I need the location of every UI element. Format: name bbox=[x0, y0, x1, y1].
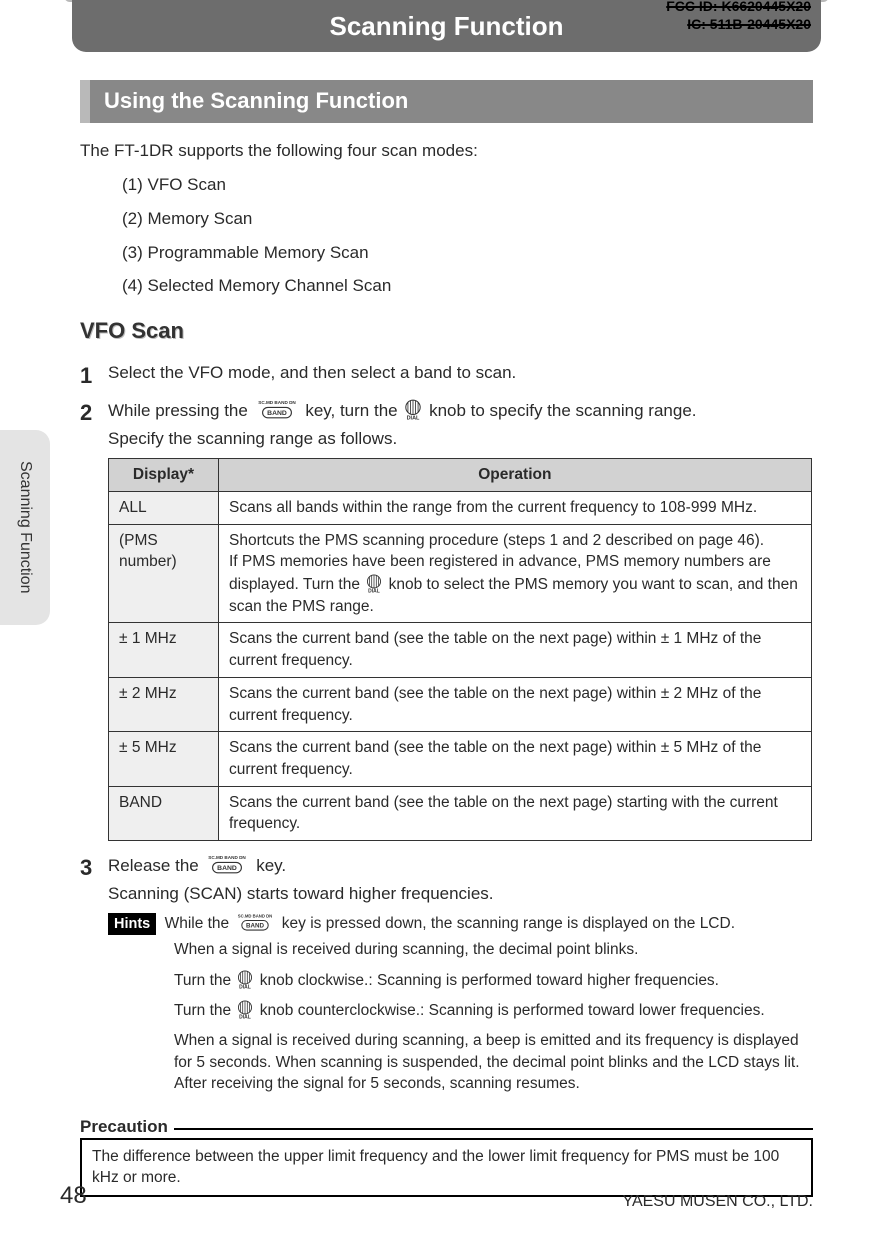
step-number: 1 bbox=[80, 361, 108, 392]
hint-paragraph: When a signal is received during scannin… bbox=[174, 1030, 813, 1095]
text: key, turn the bbox=[305, 401, 402, 420]
fcc-id: FCC ID: K6620445X20 bbox=[666, 0, 811, 16]
section-heading: Using the Scanning Function bbox=[80, 80, 813, 123]
text: Turn the bbox=[174, 972, 235, 989]
step-2: 2 While pressing the key, turn the knob … bbox=[80, 398, 813, 451]
list-item: (2) Memory Scan bbox=[122, 207, 813, 231]
cell: Shortcuts the PMS scanning procedure (st… bbox=[219, 524, 812, 623]
cell: Scans the current band (see the table on… bbox=[219, 623, 812, 677]
table-row: ± 2 MHz Scans the current band (see the … bbox=[109, 677, 812, 731]
text: knob clockwise.: Scanning is performed t… bbox=[260, 972, 719, 989]
band-key-icon bbox=[253, 398, 301, 420]
dial-knob-icon bbox=[402, 398, 424, 420]
list-item: (3) Programmable Memory Scan bbox=[122, 241, 813, 265]
text: knob to specify the scanning range. bbox=[429, 401, 696, 420]
hints-body: When a signal is received during scannin… bbox=[174, 939, 813, 1095]
text: While the bbox=[165, 915, 234, 932]
dial-knob-icon bbox=[364, 573, 384, 593]
text: knob counterclockwise.: Scanning is perf… bbox=[260, 1002, 765, 1019]
vfo-scan-heading: VFO Scan bbox=[80, 316, 813, 347]
cell: ± 5 MHz bbox=[109, 732, 219, 786]
text: Release the bbox=[108, 856, 203, 875]
list-item: (1) VFO Scan bbox=[122, 173, 813, 197]
step-number: 3 bbox=[80, 853, 108, 906]
cell: Scans the current band (see the table on… bbox=[219, 732, 812, 786]
page-body: Scanning Function FCC ID: K6620445X20 IC… bbox=[0, 0, 873, 1241]
page-number: 48 bbox=[60, 1179, 87, 1213]
precaution-label-text: Precaution bbox=[80, 1115, 168, 1139]
cell: BAND bbox=[109, 786, 219, 840]
table-row: ALL Scans all bands within the range fro… bbox=[109, 492, 812, 525]
dial-knob-icon bbox=[235, 969, 255, 989]
table-row: (PMS number) Shortcuts the PMS scanning … bbox=[109, 524, 812, 623]
company-name: YAESU MUSEN CO., LTD. bbox=[622, 1191, 813, 1213]
dial-knob-icon bbox=[235, 999, 255, 1019]
scan-mode-list: (1) VFO Scan (2) Memory Scan (3) Program… bbox=[122, 173, 813, 298]
step-sub: Scanning (SCAN) starts toward higher fre… bbox=[108, 882, 813, 906]
cell: Scans the current band (see the table on… bbox=[219, 786, 812, 840]
intro-text: The FT-1DR supports the following four s… bbox=[80, 139, 813, 163]
text: key. bbox=[256, 856, 286, 875]
cell: (PMS number) bbox=[109, 524, 219, 623]
fcc-id-block: FCC ID: K6620445X20 IC: 511B-20445X20 bbox=[666, 0, 811, 33]
cell: Scans the current band (see the table on… bbox=[219, 677, 812, 731]
scan-range-table: Display* Operation ALL Scans all bands w… bbox=[108, 458, 812, 841]
divider-line bbox=[174, 1128, 813, 1130]
ic-id: IC: 511B-20445X20 bbox=[666, 16, 811, 34]
cell: ± 2 MHz bbox=[109, 677, 219, 731]
band-key-icon bbox=[203, 853, 251, 875]
table-row: ± 5 MHz Scans the current band (see the … bbox=[109, 732, 812, 786]
section-title: Using the Scanning Function bbox=[104, 88, 408, 113]
table-header: Operation bbox=[219, 459, 812, 492]
hint-paragraph: When a signal is received during scannin… bbox=[174, 939, 813, 961]
text: key is pressed down, the scanning range … bbox=[282, 915, 735, 932]
page-footer: 48 YAESU MUSEN CO., LTD. bbox=[60, 1179, 813, 1213]
list-item: (4) Selected Memory Channel Scan bbox=[122, 274, 813, 298]
step-body: Select the VFO mode, and then select a b… bbox=[108, 361, 813, 392]
step-3: 3 Release the key. Scanning (SCAN) start… bbox=[80, 853, 813, 906]
table-row: ± 1 MHz Scans the current band (see the … bbox=[109, 623, 812, 677]
cell: Scans all bands within the range from th… bbox=[219, 492, 812, 525]
chapter-banner: Scanning Function FCC ID: K6620445X20 IC… bbox=[72, 0, 821, 52]
step-number: 2 bbox=[80, 398, 108, 451]
hints-label: Hints bbox=[108, 913, 156, 935]
text: While pressing the bbox=[108, 401, 253, 420]
hints-first-line: Hints While the key is pressed down, the… bbox=[108, 912, 813, 935]
band-key-icon bbox=[233, 912, 277, 932]
hint-paragraph: Turn the knob clockwise.: Scanning is pe… bbox=[174, 969, 813, 992]
steps-list-cont: 3 Release the key. Scanning (SCAN) start… bbox=[80, 853, 813, 906]
step-body: While pressing the key, turn the knob to… bbox=[108, 398, 813, 451]
cell: ALL bbox=[109, 492, 219, 525]
hint-paragraph: Turn the knob counterclockwise.: Scannin… bbox=[174, 999, 813, 1022]
table-row: BAND Scans the current band (see the tab… bbox=[109, 786, 812, 840]
step-sub: Specify the scanning range as follows. bbox=[108, 427, 813, 451]
steps-list: 1 Select the VFO mode, and then select a… bbox=[80, 361, 813, 450]
step-body: Release the key. Scanning (SCAN) starts … bbox=[108, 853, 813, 906]
precaution-heading: Precaution bbox=[80, 1115, 813, 1139]
step-1: 1 Select the VFO mode, and then select a… bbox=[80, 361, 813, 392]
table-header: Display* bbox=[109, 459, 219, 492]
chapter-title: Scanning Function bbox=[330, 11, 564, 41]
text: Turn the bbox=[174, 1002, 235, 1019]
cell: ± 1 MHz bbox=[109, 623, 219, 677]
